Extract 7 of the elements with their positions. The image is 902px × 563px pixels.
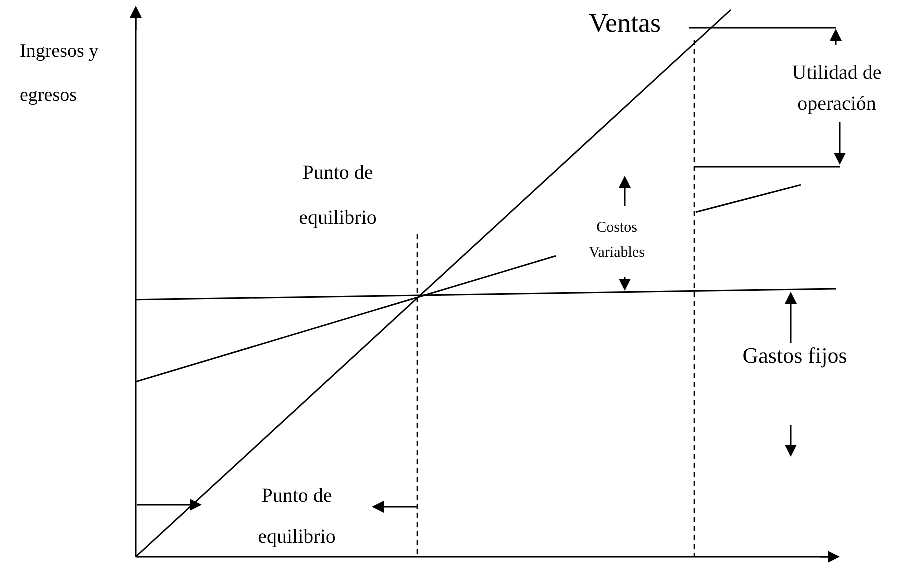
text: Ingresos y egresos [20,41,99,106]
annotation: Utilidad de operación [791,61,883,117]
series-label: Ventas [588,8,662,39]
annotation: Gastos fijos [742,342,848,370]
annotation: Punto de equilibrio [257,484,337,550]
annotation: Punto de equilibrio [298,161,378,231]
annotation: Costos Variables [588,219,646,263]
